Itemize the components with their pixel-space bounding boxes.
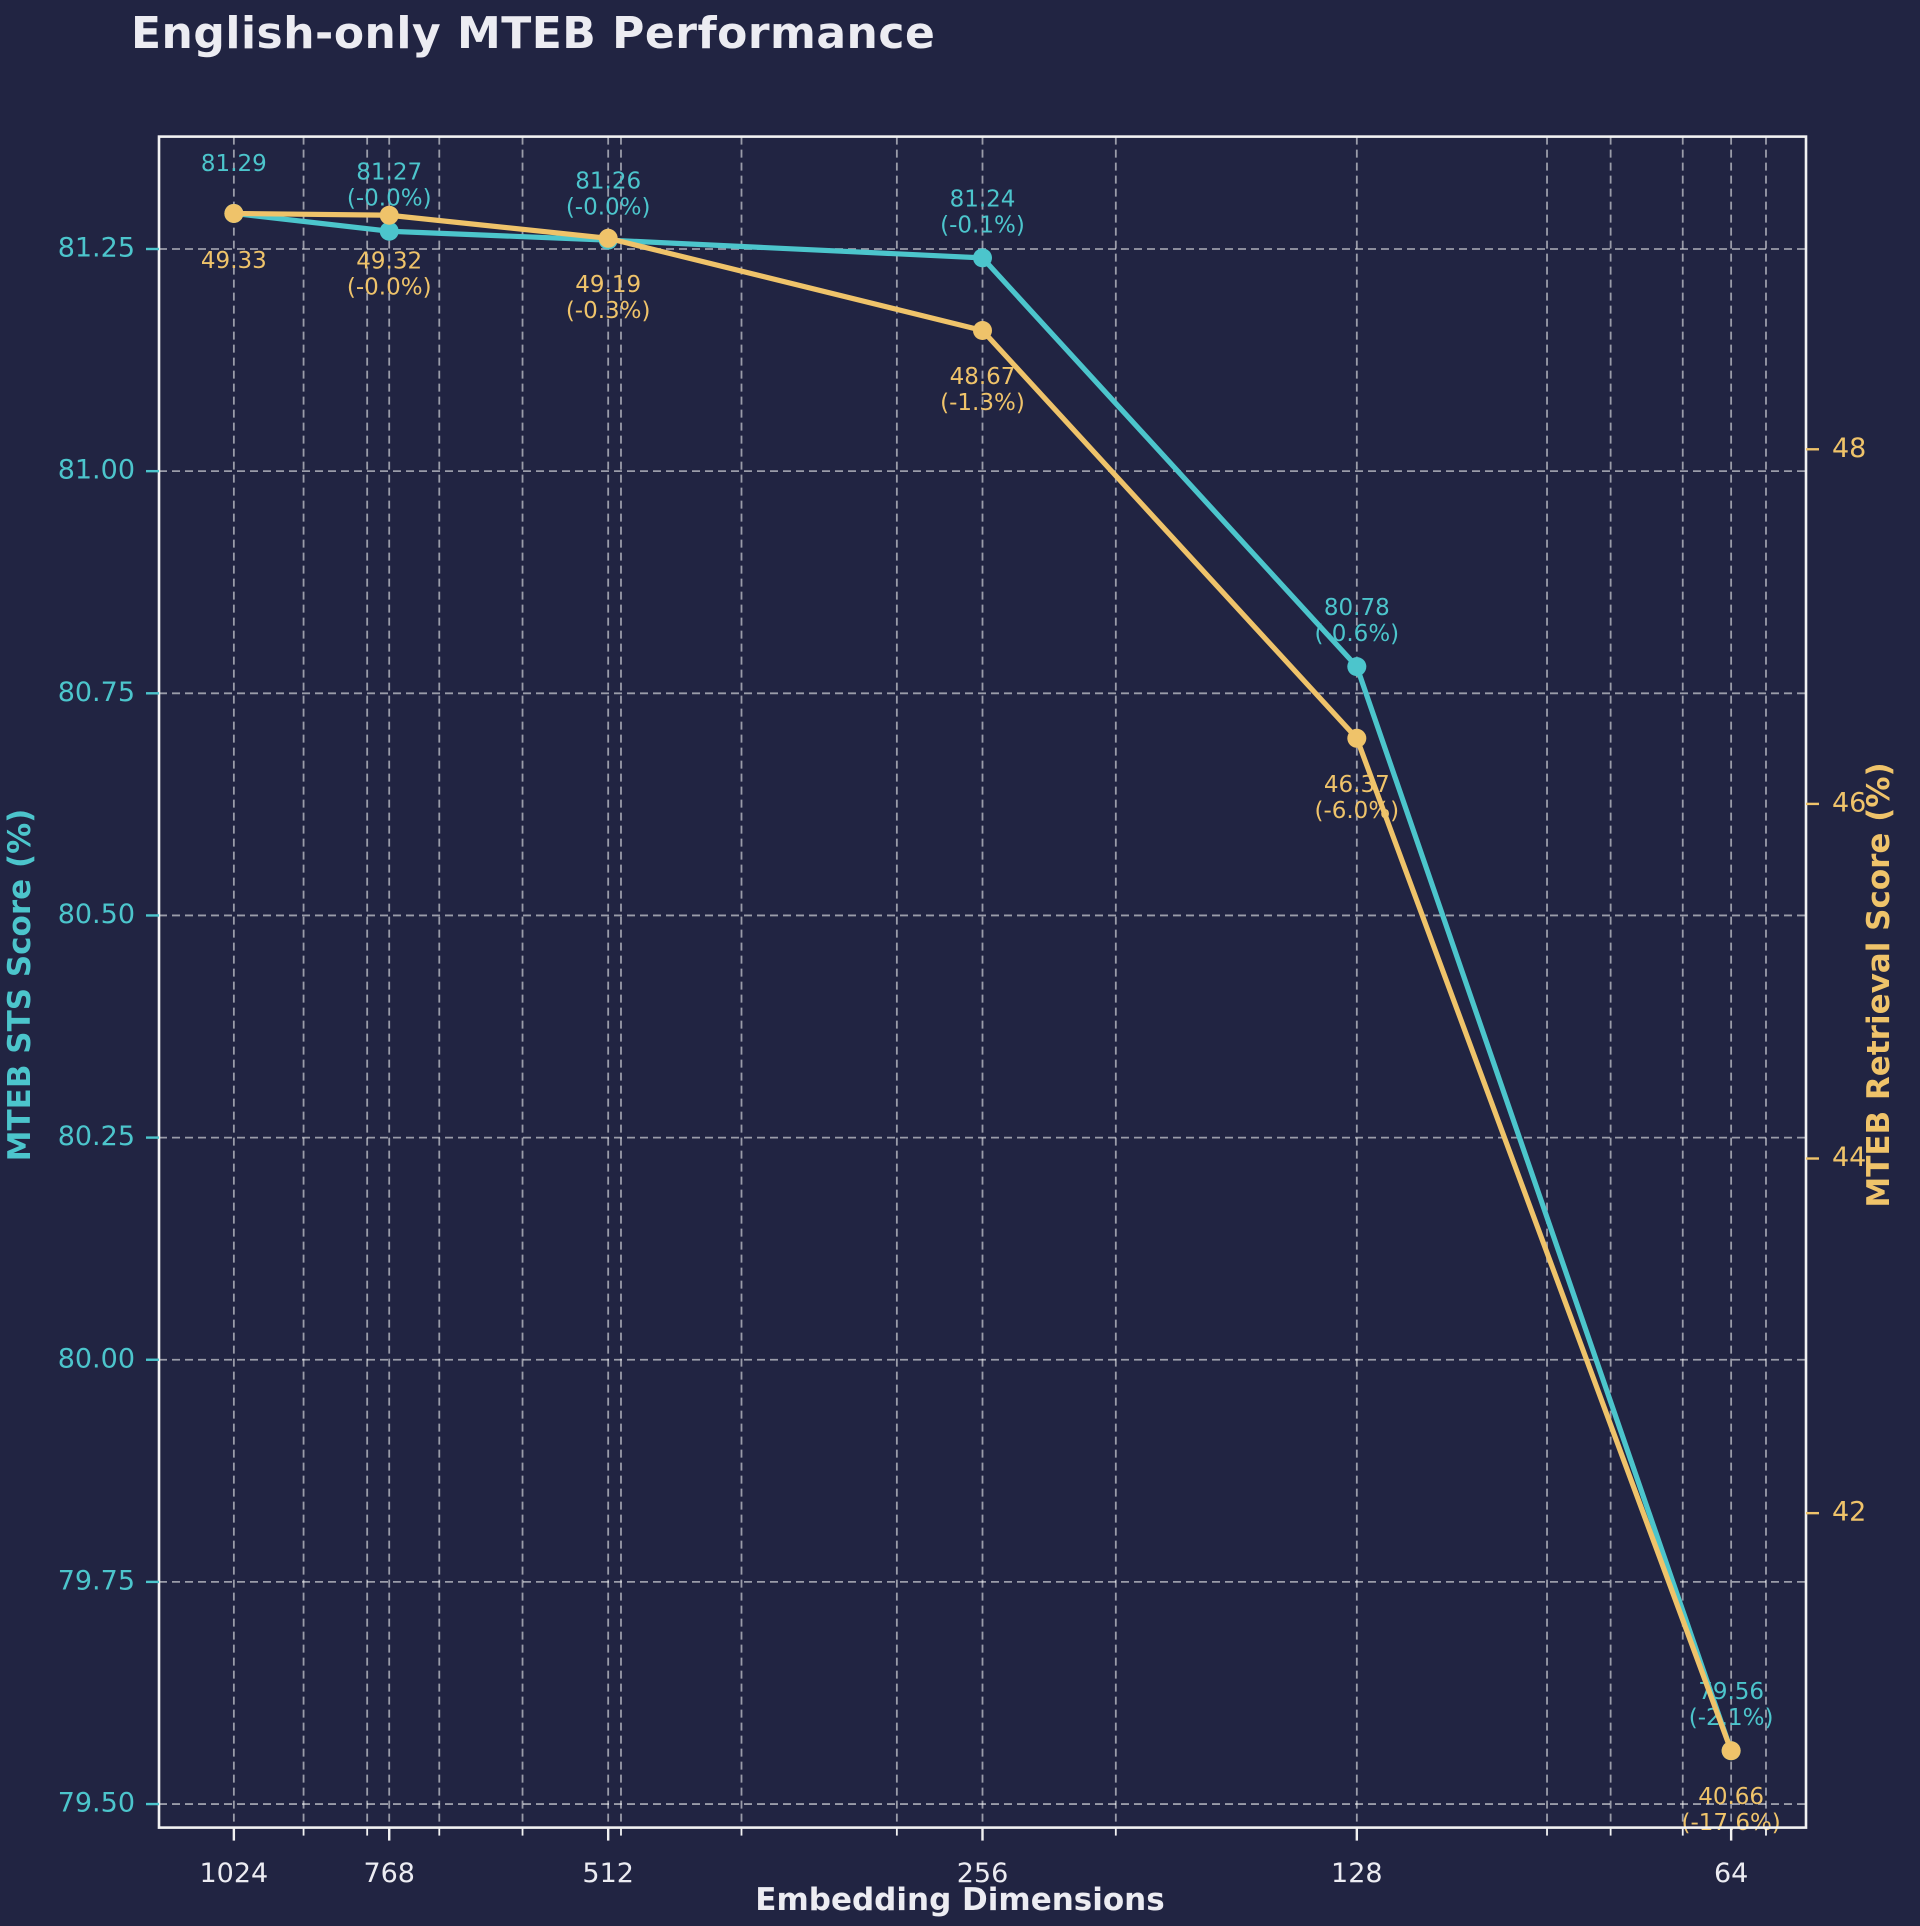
y-left-tick-label-79.75: 79.75 (58, 1565, 135, 1596)
data-label-sts-128: (-0.6%) (1314, 621, 1399, 647)
data-label-sts-512: (-0.0%) (566, 195, 651, 221)
y-right-tick-label-44: 44 (1832, 1142, 1866, 1173)
y-left-tick-label-80.50: 80.50 (58, 899, 135, 930)
data-label-retrieval-128: (-6.0%) (1314, 798, 1399, 824)
x-axis-label: Embedding Dimensions (755, 1882, 1165, 1918)
y-left-tick-label-81.25: 81.25 (58, 233, 135, 264)
data-label-sts-512: 81.26 (575, 169, 641, 195)
data-label-retrieval-256: 48.67 (950, 364, 1016, 390)
x-tick-label-128: 128 (1331, 1858, 1383, 1889)
data-label-retrieval-1024: 49.33 (201, 248, 267, 274)
data-label-sts-768: 81.27 (356, 160, 422, 186)
data-label-retrieval-512: (-0.3%) (566, 298, 651, 324)
y-left-tick-label-80.00: 80.00 (58, 1343, 135, 1374)
x-tick-label-256: 256 (957, 1858, 1009, 1889)
y-axis-right-label: MTEB Retrieval Score (%) (1861, 762, 1897, 1208)
y-right-tick-label-42: 42 (1832, 1497, 1866, 1528)
y-right-tick-label-48: 48 (1832, 433, 1866, 464)
data-point-marker-retrieval-1024 (224, 203, 244, 223)
y-axis-left-label: MTEB STS Score (%) (2, 808, 38, 1162)
y-right-tick-label-46: 46 (1832, 787, 1866, 818)
data-label-retrieval-256: (-1.3%) (940, 390, 1025, 416)
series-line-retrieval (231, 210, 1734, 1754)
data-point-marker-sts-768 (379, 221, 399, 241)
data-label-sts-256: 81.24 (950, 186, 1016, 212)
data-label-sts-256: (-0.1%) (940, 212, 1025, 238)
data-label-sts-128: 80.78 (1324, 595, 1390, 621)
y-left-tick-label-80.25: 80.25 (58, 1121, 135, 1152)
x-tick-label-1024: 1024 (200, 1858, 269, 1889)
data-label-sts-64: (-2.1%) (1689, 1705, 1774, 1731)
data-label-retrieval-128: 46.37 (1324, 772, 1390, 798)
data-point-marker-sts-256 (973, 248, 992, 268)
x-tick-label-64: 64 (1714, 1858, 1748, 1889)
data-label-retrieval-512: 49.19 (575, 272, 641, 298)
data-point-marker-retrieval-512 (598, 228, 618, 248)
data-point-marker-retrieval-64 (1721, 1741, 1741, 1761)
data-label-sts-1024: 81.29 (201, 151, 267, 177)
data-point-marker-sts-128 (1347, 657, 1367, 677)
y-left-tick-label-81.00: 81.00 (58, 455, 135, 486)
data-point-marker-retrieval-256 (973, 320, 992, 340)
chart-title: English-only MTEB Performance (131, 8, 936, 59)
y-left-tick-label-79.50: 79.50 (58, 1788, 135, 1819)
data-label-retrieval-768: (-0.0%) (347, 275, 432, 301)
data-label-retrieval-768: 49.32 (356, 249, 422, 275)
y-left-tick-label-80.75: 80.75 (58, 677, 135, 708)
data-point-marker-retrieval-768 (379, 205, 399, 225)
data-label-retrieval-64: 40.66 (1698, 1784, 1764, 1810)
x-tick-label-512: 512 (582, 1858, 634, 1889)
data-point-marker-retrieval-128 (1347, 728, 1367, 748)
series-line-sts (231, 210, 1734, 1754)
x-tick-label-768: 768 (363, 1858, 415, 1889)
